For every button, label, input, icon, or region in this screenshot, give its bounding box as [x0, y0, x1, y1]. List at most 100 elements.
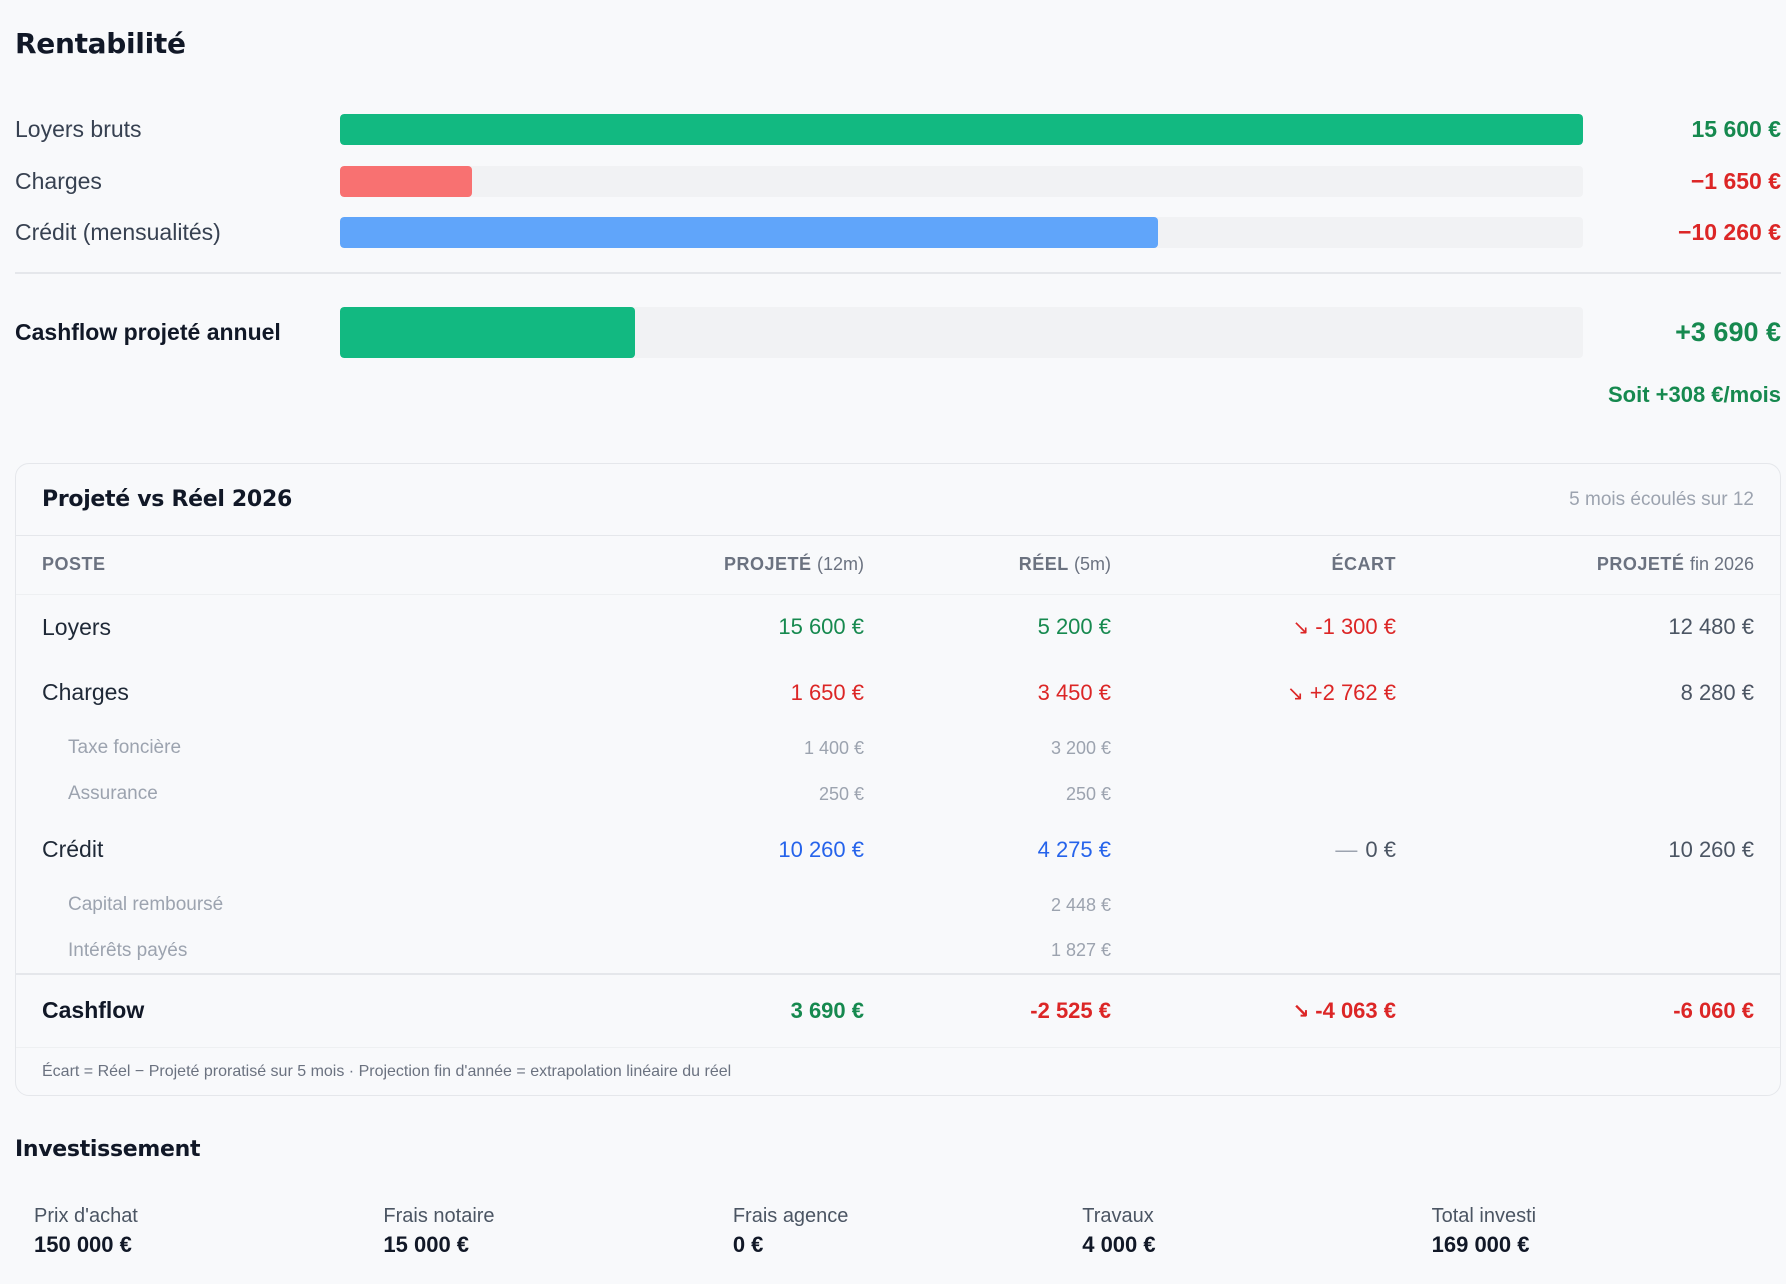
projete-vs-reel-card: Projeté vs Réel 2026 5 mois écoulés sur …	[15, 463, 1781, 1096]
rentabilite-title: Rentabilité	[15, 27, 186, 60]
bar-value: 15 600 €	[1691, 116, 1781, 142]
bar-label: Loyers bruts	[15, 116, 142, 142]
inv-label: Prix d'achat	[34, 1205, 138, 1227]
bar-label: Crédit (mensualités)	[15, 219, 221, 245]
months-elapsed: 5 mois écoulés sur 12	[1569, 488, 1754, 510]
cell-reel: 2 448 €	[1050, 894, 1111, 915]
col-fin: PROJETÉ fin 2026	[1396, 536, 1780, 595]
col-reel: RÉEL (5m)	[864, 536, 1111, 595]
bar-row-loyers: Loyers bruts 15 600 €	[15, 114, 1781, 145]
col-projete-label: PROJETÉ	[723, 554, 812, 575]
cell-projete: 250 €	[818, 783, 864, 804]
inv-label: Frais notaire	[383, 1205, 495, 1227]
inv-item-prix-achat: Prix d'achat 150 000 €	[34, 1205, 383, 1258]
cell-poste: Loyers	[42, 613, 112, 640]
bar-row-cashflow: Cashflow projeté annuel +3 690 €	[15, 307, 1781, 358]
cell-fin	[1396, 928, 1780, 974]
cell-poste: Cashflow	[16, 973, 536, 1048]
cell-ecart	[1111, 882, 1396, 928]
divider	[15, 272, 1781, 274]
cell-ecart-value: -1 300 €	[1315, 614, 1396, 640]
inv-label: Total investi	[1431, 1205, 1537, 1227]
inv-value: 15 000 €	[383, 1232, 470, 1257]
bar-fill-charges	[340, 166, 472, 197]
cell-fin	[1396, 882, 1780, 928]
cashflow-label: Cashflow projeté annuel	[15, 319, 281, 345]
card-header: Projeté vs Réel 2026 5 mois écoulés sur …	[16, 464, 1780, 536]
cell-projete: 15 600 €	[778, 614, 864, 640]
inv-value: 169 000 €	[1431, 1232, 1530, 1257]
cell-reel: 3 450 €	[1037, 679, 1111, 705]
inv-item-frais-agence: Frais agence 0 €	[733, 1205, 1082, 1258]
cell-reel: -2 525 €	[864, 973, 1111, 1048]
bar-value: −10 260 €	[1678, 219, 1781, 245]
cell-reel: 1 827 €	[1050, 940, 1111, 960]
bar-fill-loyers	[340, 114, 1583, 145]
table-row-loyers: Loyers 15 600 € 5 200 € ↘ -1 300 € 12 480…	[16, 594, 1780, 660]
bar-value: −1 650 €	[1690, 168, 1781, 194]
col-poste-label: POSTE	[42, 554, 106, 575]
cell-reel: 250 €	[1065, 783, 1111, 804]
bar-label: Charges	[15, 168, 102, 194]
inv-value: 4 000 €	[1082, 1232, 1156, 1257]
cell-fin: 12 480 €	[1668, 614, 1754, 640]
col-reel-sub: (5m)	[1074, 554, 1111, 575]
inv-item-travaux: Travaux 4 000 €	[1082, 1205, 1431, 1258]
bar-track	[340, 114, 1583, 145]
bar-row-charges: Charges −1 650 €	[15, 166, 1781, 197]
table-row-interets: Intérêts payés 1 827 €	[16, 928, 1780, 974]
projete-vs-reel-table: POSTE PROJETÉ (12m) RÉEL (5m) ÉCART PROJ…	[16, 536, 1780, 1048]
cell-projete	[536, 928, 864, 974]
cell-ecart	[1111, 771, 1396, 817]
neutral-dash-icon: —	[1335, 836, 1358, 862]
col-ecart-label: ÉCART	[1331, 554, 1396, 575]
cell-poste: Taxe foncière	[68, 737, 182, 758]
inv-item-frais-notaire: Frais notaire 15 000 €	[383, 1205, 732, 1258]
cell-ecart: ↘ -1 300 €	[1111, 594, 1397, 660]
trend-down-icon: ↘	[1286, 682, 1304, 705]
bar-track	[340, 307, 1583, 358]
cell-projete: 1 650 €	[790, 679, 864, 705]
cell-projete	[536, 882, 864, 928]
col-reel-label: RÉEL	[1018, 554, 1069, 575]
investissement-title: Investissement	[15, 1137, 201, 1162]
cell-fin	[1396, 725, 1780, 771]
bar-track	[340, 166, 1583, 197]
col-projete: PROJETÉ (12m)	[536, 536, 864, 595]
cell-ecart	[1111, 725, 1396, 771]
inv-item-total-investi: Total investi 169 000 €	[1432, 1205, 1781, 1258]
cashflow-value: +3 690 €	[1675, 317, 1781, 347]
cell-reel: 3 200 €	[1050, 737, 1111, 758]
bar-track	[340, 217, 1583, 248]
table-row-charges: Charges 1 650 € 3 450 € ↘ +2 762 € 8 280 …	[16, 660, 1780, 725]
inv-label: Travaux	[1082, 1205, 1154, 1227]
bar-row-credit: Crédit (mensualités) −10 260 €	[15, 217, 1781, 248]
cell-poste: Charges	[42, 679, 129, 705]
inv-value: 150 000 €	[34, 1232, 132, 1257]
table-row-assurance: Assurance 250 € 250 €	[16, 771, 1780, 817]
cashflow-per-month: Soit +308 €/mois	[1607, 382, 1781, 407]
cell-projete: 10 260 €	[778, 836, 864, 862]
cell-poste: Crédit	[42, 836, 104, 862]
cell-ecart-value: +2 762 €	[1309, 679, 1396, 705]
cell-ecart: ↘ +2 762 €	[1111, 660, 1396, 725]
cell-projete: 3 690 €	[536, 973, 864, 1048]
cell-ecart-value: -4 063 €	[1315, 997, 1396, 1023]
cell-reel: 5 200 €	[1037, 614, 1111, 640]
table-row-capital: Capital remboursé 2 448 €	[16, 882, 1780, 928]
cell-projete: 1 400 €	[803, 737, 864, 758]
investissement-grid: Prix d'achat 150 000 € Frais notaire 15 …	[34, 1205, 1781, 1258]
col-poste: POSTE	[16, 536, 536, 595]
cell-ecart: ↘ -4 063 €	[1111, 973, 1396, 1048]
cell-ecart-value: 0 €	[1365, 836, 1396, 862]
cell-ecart	[1111, 928, 1396, 974]
table-row-cashflow: Cashflow 3 690 € -2 525 € ↘ -4 063 € -6 0…	[16, 973, 1780, 1048]
bar-fill-credit	[340, 217, 1158, 248]
table-footnote: Écart = Réel − Projeté proratisé sur 5 m…	[42, 1063, 732, 1080]
cell-fin: 8 280 €	[1680, 679, 1754, 705]
cell-poste: Capital remboursé	[68, 894, 224, 915]
cell-poste: Assurance	[68, 783, 158, 804]
col-fin-label: PROJETÉ	[1596, 554, 1685, 575]
cell-ecart: — 0 €	[1111, 817, 1396, 882]
inv-label: Frais agence	[732, 1205, 849, 1227]
